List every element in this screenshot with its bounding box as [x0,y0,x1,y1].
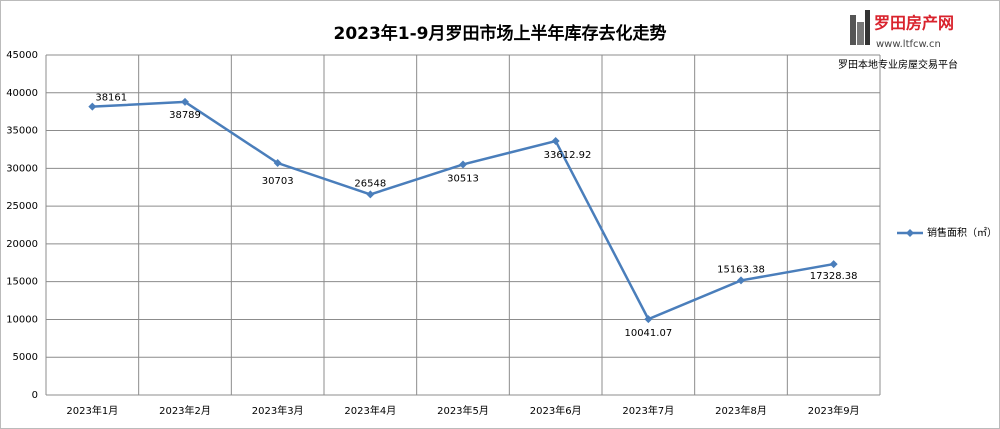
brand-slogan: 罗田本地专业房屋交易平台 [838,58,958,71]
data-label: 10041.07 [624,328,672,339]
y-tick-label: 40000 [6,88,38,99]
brand-logo: 罗田房产网 www.ltfcw.cn [850,10,954,50]
x-tick-label: 2023年5月 [437,404,489,417]
data-label: 30703 [262,176,294,187]
brand-name: 罗田房产网 [874,14,954,33]
y-tick-label: 20000 [6,239,38,250]
y-tick-label: 0 [32,390,38,401]
data-point [181,97,189,106]
legend-label: 销售面积（㎡） [927,226,997,239]
legend-swatch [906,229,914,237]
brand-url: www.ltfcw.cn [876,39,941,50]
x-tick-label: 2023年4月 [344,404,396,417]
data-label: 38789 [169,110,201,121]
x-tick-label: 2023年7月 [622,404,674,417]
data-point [366,190,375,199]
x-tick-label: 2023年8月 [715,404,767,417]
x-tick-label: 2023年3月 [252,404,304,417]
x-tick-label: 2023年1月 [66,404,118,417]
data-label: 26548 [354,178,386,189]
data-label: 17328.38 [810,271,858,282]
y-tick-label: 5000 [13,352,38,363]
data-point [273,159,282,168]
logo-icon [857,22,864,45]
y-tick-label: 15000 [6,277,38,288]
y-tick-label: 35000 [6,126,38,137]
data-point [459,160,467,169]
data-label: 30513 [447,173,479,184]
data-label: 15163.38 [717,264,765,275]
logo-icon [865,10,870,45]
x-tick-label: 2023年9月 [808,404,860,417]
data-point [551,137,560,146]
data-label: 33612.92 [544,150,592,161]
chart-title: 2023年1-9月罗田市场上半年库存去化走势 [333,23,666,44]
data-point [737,276,745,285]
y-tick-label: 30000 [6,163,38,174]
data-point [88,102,97,111]
x-tick-label: 2023年2月 [159,404,211,417]
y-tick-label: 10000 [6,314,38,325]
data-label: 38161 [95,93,127,104]
y-tick-label: 45000 [6,50,38,61]
y-tick-label: 25000 [6,201,38,212]
logo-icon [850,15,856,45]
data-point [644,315,653,324]
x-tick-label: 2023年6月 [530,404,582,417]
data-point [829,260,838,269]
